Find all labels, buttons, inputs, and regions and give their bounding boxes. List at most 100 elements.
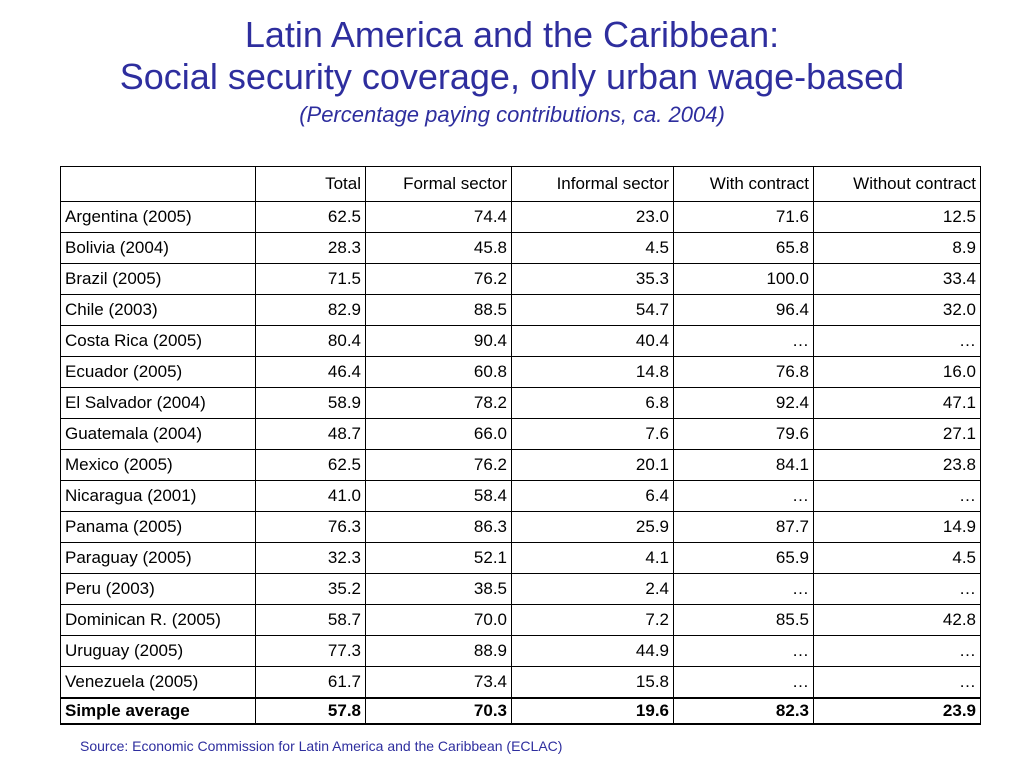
- cell-with-contract: …: [673, 573, 814, 605]
- cell-formal-sector: 70.0: [365, 604, 512, 636]
- cell-with-contract: 87.7: [673, 511, 814, 543]
- cell-informal-sector: 44.9: [511, 635, 674, 667]
- table-row: Bolivia (2004) 28.3 45.8 4.5 65.8 8.9: [60, 232, 981, 264]
- header-cell-without-contract: Without contract: [813, 166, 981, 202]
- cell-country: Guatemala (2004): [60, 418, 256, 450]
- cell-total: 35.2: [255, 573, 366, 605]
- cell-without-contract: …: [813, 635, 981, 667]
- cell-total: 58.9: [255, 387, 366, 419]
- cell-with-contract: 71.6: [673, 201, 814, 233]
- table-body: Argentina (2005) 62.5 74.4 23.0 71.6 12.5 Boli…: [60, 201, 981, 725]
- coverage-table: Total Formal sector Informal sector With…: [60, 166, 981, 725]
- cell-country: Dominican R. (2005): [60, 604, 256, 636]
- cell-informal-sector: 20.1: [511, 449, 674, 481]
- cell-total: 77.3: [255, 635, 366, 667]
- cell-country: Nicaragua (2001): [60, 480, 256, 512]
- cell-total: 41.0: [255, 480, 366, 512]
- cell-formal-sector: 76.2: [365, 263, 512, 295]
- cell-with-contract: …: [673, 325, 814, 357]
- header-cell-with-contract: With contract: [673, 166, 814, 202]
- cell-informal-sector: 25.9: [511, 511, 674, 543]
- cell-with-contract: 100.0: [673, 263, 814, 295]
- cell-without-contract: 47.1: [813, 387, 981, 419]
- average-cell-country: Simple average: [60, 697, 256, 725]
- cell-informal-sector: 4.1: [511, 542, 674, 574]
- cell-formal-sector: 74.4: [365, 201, 512, 233]
- table-row: Costa Rica (2005) 80.4 90.4 40.4……: [60, 325, 981, 357]
- cell-informal-sector: 40.4: [511, 325, 674, 357]
- cell-country: Bolivia (2004): [60, 232, 256, 264]
- cell-with-contract: …: [673, 480, 814, 512]
- average-cell-total: 57.8: [255, 697, 366, 725]
- table-row: El Salvador (2004) 58.9 78.2 6.8 92.4 47.1: [60, 387, 981, 419]
- cell-informal-sector: 54.7: [511, 294, 674, 326]
- cell-with-contract: 65.8: [673, 232, 814, 264]
- cell-formal-sector: 52.1: [365, 542, 512, 574]
- cell-formal-sector: 88.9: [365, 635, 512, 667]
- cell-without-contract: …: [813, 480, 981, 512]
- cell-total: 58.7: [255, 604, 366, 636]
- cell-formal-sector: 86.3: [365, 511, 512, 543]
- table-row: Peru (2003) 35.2 38.5 2.4……: [60, 573, 981, 605]
- cell-without-contract: …: [813, 325, 981, 357]
- cell-total: 48.7: [255, 418, 366, 450]
- table-row: Argentina (2005) 62.5 74.4 23.0 71.6 12.5: [60, 201, 981, 233]
- table-row: Panama (2005) 76.3 86.3 25.9 87.7 14.9: [60, 511, 981, 543]
- cell-formal-sector: 90.4: [365, 325, 512, 357]
- cell-country: Panama (2005): [60, 511, 256, 543]
- cell-with-contract: …: [673, 635, 814, 667]
- cell-with-contract: 92.4: [673, 387, 814, 419]
- table-row: Mexico (2005) 62.5 76.2 20.1 84.1 23.8: [60, 449, 981, 481]
- cell-total: 80.4: [255, 325, 366, 357]
- cell-total: 82.9: [255, 294, 366, 326]
- cell-informal-sector: 4.5: [511, 232, 674, 264]
- cell-informal-sector: 6.8: [511, 387, 674, 419]
- cell-informal-sector: 14.8: [511, 356, 674, 388]
- cell-without-contract: 32.0: [813, 294, 981, 326]
- cell-total: 61.7: [255, 666, 366, 699]
- average-cell-formal-sector: 70.3: [365, 697, 512, 725]
- average-cell-with-contract: 82.3: [673, 697, 814, 725]
- average-row: Simple average 57.8 70.3 19.6 82.3 23.9: [60, 697, 981, 725]
- cell-total: 46.4: [255, 356, 366, 388]
- cell-total: 71.5: [255, 263, 366, 295]
- cell-formal-sector: 73.4: [365, 666, 512, 699]
- cell-informal-sector: 23.0: [511, 201, 674, 233]
- cell-country: Brazil (2005): [60, 263, 256, 295]
- cell-formal-sector: 88.5: [365, 294, 512, 326]
- cell-country: Uruguay (2005): [60, 635, 256, 667]
- cell-country: Peru (2003): [60, 573, 256, 605]
- cell-informal-sector: 7.6: [511, 418, 674, 450]
- table-row: Dominican R. (2005) 58.7 70.0 7.2 85.5 42.8: [60, 604, 981, 636]
- cell-country: El Salvador (2004): [60, 387, 256, 419]
- cell-country: Costa Rica (2005): [60, 325, 256, 357]
- cell-total: 62.5: [255, 449, 366, 481]
- table-row: Guatemala (2004) 48.7 66.0 7.6 79.6 27.1: [60, 418, 981, 450]
- cell-formal-sector: 66.0: [365, 418, 512, 450]
- table-row: Uruguay (2005) 77.3 88.9 44.9……: [60, 635, 981, 667]
- cell-without-contract: 14.9: [813, 511, 981, 543]
- cell-formal-sector: 76.2: [365, 449, 512, 481]
- cell-without-contract: 33.4: [813, 263, 981, 295]
- page-subtitle: (Percentage paying contributions, ca. 20…: [299, 102, 725, 127]
- header-cell-total: Total: [255, 166, 366, 202]
- header-cell-blank: [60, 166, 256, 202]
- cell-with-contract: 76.8: [673, 356, 814, 388]
- cell-without-contract: …: [813, 666, 981, 699]
- cell-without-contract: 16.0: [813, 356, 981, 388]
- cell-with-contract: …: [673, 666, 814, 699]
- cell-with-contract: 84.1: [673, 449, 814, 481]
- average-cell-informal-sector: 19.6: [511, 697, 674, 725]
- title-block: Latin America and the Caribbean: Social …: [0, 14, 1024, 130]
- cell-without-contract: 4.5: [813, 542, 981, 574]
- page-title-line-1: Latin America and the Caribbean:: [244, 14, 780, 55]
- cell-formal-sector: 58.4: [365, 480, 512, 512]
- cell-total: 76.3: [255, 511, 366, 543]
- cell-without-contract: 12.5: [813, 201, 981, 233]
- cell-with-contract: 65.9: [673, 542, 814, 574]
- cell-country: Paraguay (2005): [60, 542, 256, 574]
- average-cell-without-contract: 23.9: [813, 697, 981, 725]
- table-row: Chile (2003) 82.9 88.5 54.7 96.4 32.0: [60, 294, 981, 326]
- cell-formal-sector: 78.2: [365, 387, 512, 419]
- header-cell-informal-sector: Informal sector: [511, 166, 674, 202]
